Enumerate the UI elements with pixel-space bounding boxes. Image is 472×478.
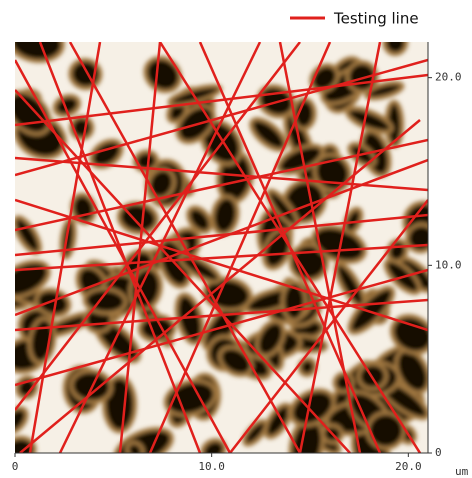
domain	[384, 30, 407, 55]
domain	[367, 412, 405, 449]
y-tick-label: 20.0	[435, 71, 462, 84]
y-tick-label: 0	[435, 446, 442, 459]
afm-image	[0, 21, 443, 478]
x-tick-label: 0	[12, 460, 19, 473]
legend-label: Testing line	[333, 10, 419, 28]
domain	[84, 287, 127, 314]
x-tick-label: 10.0	[198, 460, 225, 473]
x-tick-label: 20.0	[395, 460, 422, 473]
x-unit: um	[455, 465, 469, 478]
figure: Testing line um 0 10.0 20.0 0 10.0 20.0	[0, 0, 472, 478]
y-tick-label: 10.0	[435, 258, 462, 271]
